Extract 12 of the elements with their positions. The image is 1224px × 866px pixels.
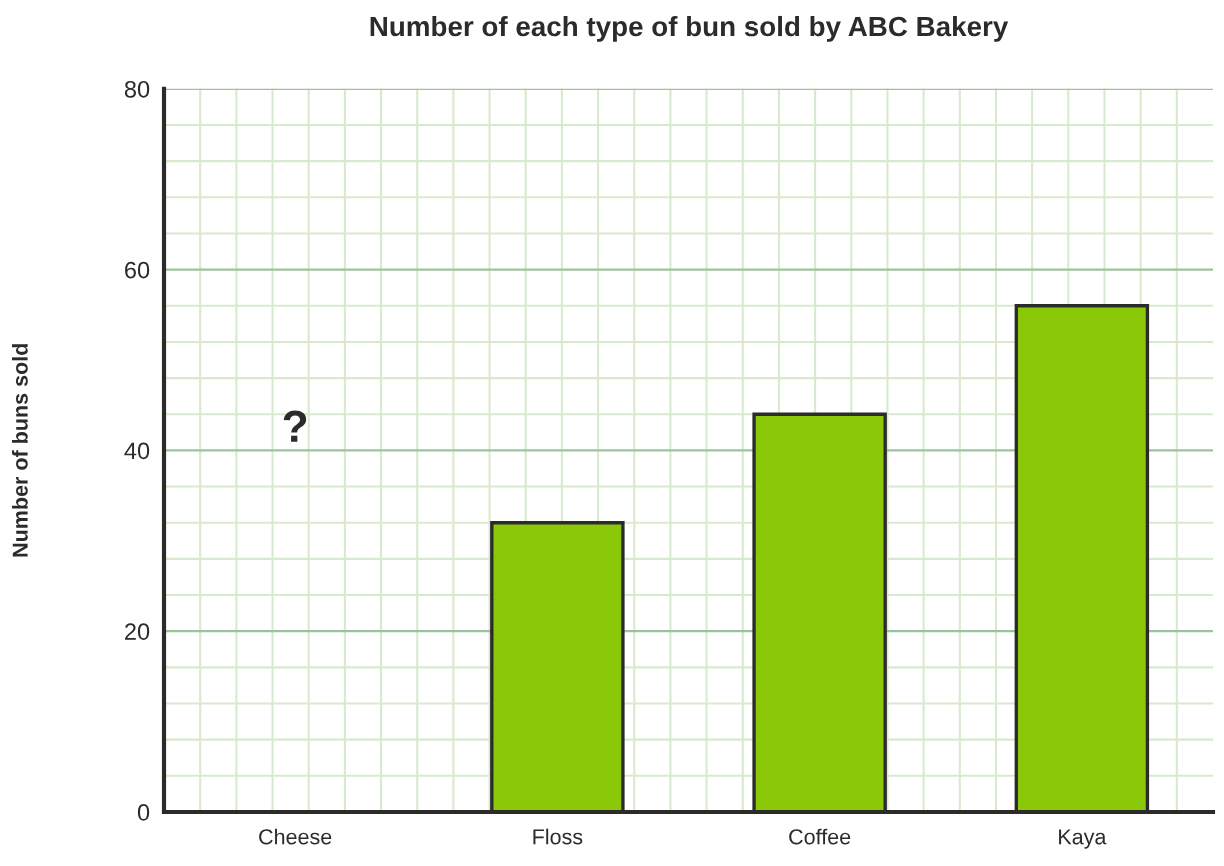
x-tick-label: Coffee: [789, 828, 851, 845]
y-tick-label: 80: [124, 80, 150, 98]
y-tick-label: 0: [137, 804, 150, 821]
y-tick-label: 20: [125, 623, 150, 640]
x-tick-label: Cheese: [259, 828, 332, 845]
chart-title: Number of each type of bun sold by ABC Bakery: [370, 15, 1009, 42]
y-tick-label: 40: [124, 442, 150, 460]
y-axis-title: Number of buns sold: [12, 344, 28, 557]
annotation: ?: [283, 410, 307, 442]
y-tick-label: 60: [125, 261, 150, 279]
x-tick-label: Kaya: [1059, 829, 1107, 849]
x-tick-label: Floss: [533, 828, 583, 845]
